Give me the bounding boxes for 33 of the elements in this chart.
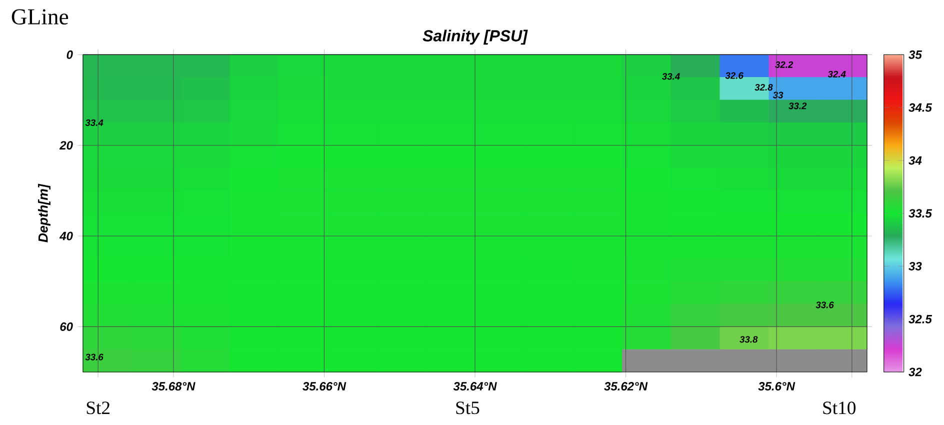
- x-tick-label: 35.66°N: [302, 382, 346, 391]
- color-bar-label: 32.5: [908, 314, 932, 324]
- annotation: 32.4: [828, 70, 846, 78]
- text: St5: [456, 402, 480, 414]
- annotation: 33.4: [85, 119, 104, 126]
- color-bar-label: 35: [908, 50, 922, 59]
- x-tick-label: 35.64°N: [453, 382, 497, 391]
- y-tick-label: 0: [66, 50, 73, 59]
- annotation: 33.2: [788, 102, 807, 110]
- x-tick-label: 35.68°N: [152, 382, 196, 391]
- y-tick-label: 40: [59, 232, 73, 240]
- text: GLine: [12, 9, 68, 24]
- chart-title: Salinity [PSU]: [422, 30, 528, 45]
- y-axis-title: Depth[m]: [38, 184, 50, 242]
- x-tick-label: 35.6°N: [758, 382, 796, 391]
- annotation: 32.6: [725, 72, 744, 79]
- x-tick-label: 35.62°N: [604, 382, 648, 391]
- annotation: 33.6: [85, 354, 104, 360]
- annotation: 33: [772, 92, 784, 98]
- annotation: 33.6: [816, 302, 834, 308]
- text: St2: [86, 402, 110, 414]
- color-bar-label: 33.5: [908, 209, 932, 218]
- annotation: 32.2: [775, 61, 794, 68]
- color-bar-label: 34: [908, 156, 922, 165]
- y-tick-label: 60: [60, 322, 73, 331]
- annotation: 32.8: [754, 84, 773, 91]
- color-bar-label: 34.5: [908, 103, 932, 112]
- color-bar-label: 32: [908, 368, 922, 376]
- annotation: 33.8: [740, 336, 758, 343]
- color-bar-label: 33: [908, 262, 922, 270]
- text: St10: [823, 402, 856, 414]
- annotation: 33.4: [662, 73, 680, 80]
- y-tick-label: 20: [59, 141, 73, 150]
